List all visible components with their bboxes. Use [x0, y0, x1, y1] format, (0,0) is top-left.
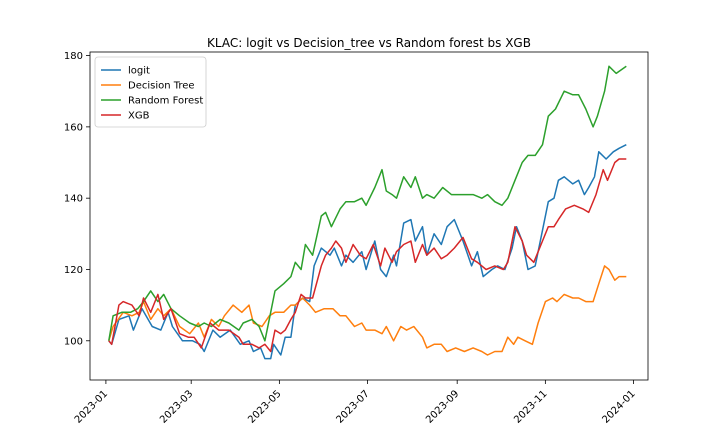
series-line-xgb — [108, 158, 627, 353]
series-line-random-forest — [108, 65, 627, 342]
legend-box — [94, 56, 207, 128]
y-tick-label: 100 — [64, 336, 83, 347]
plot-frame — [89, 51, 649, 381]
legend-label: XGB — [128, 111, 150, 122]
y-axis: 100 120 140 160 180 — [64, 51, 90, 347]
y-tick-label: 160 — [64, 122, 83, 133]
y-tick-label: 180 — [64, 51, 83, 62]
y-tick-label: 120 — [64, 265, 83, 276]
legend-label: logit — [128, 66, 150, 77]
y-tick-label: 140 — [64, 194, 83, 205]
chart-title: KLAC: logit vs Decision_tree vs Random f… — [207, 36, 531, 50]
plot-lines — [108, 65, 627, 360]
legend: logit Decision Tree Random Forest XGB — [94, 56, 207, 128]
series-line-decision-tree — [108, 265, 627, 356]
legend-label: Decision Tree — [128, 81, 195, 92]
legend-label: Random Forest — [128, 96, 203, 107]
